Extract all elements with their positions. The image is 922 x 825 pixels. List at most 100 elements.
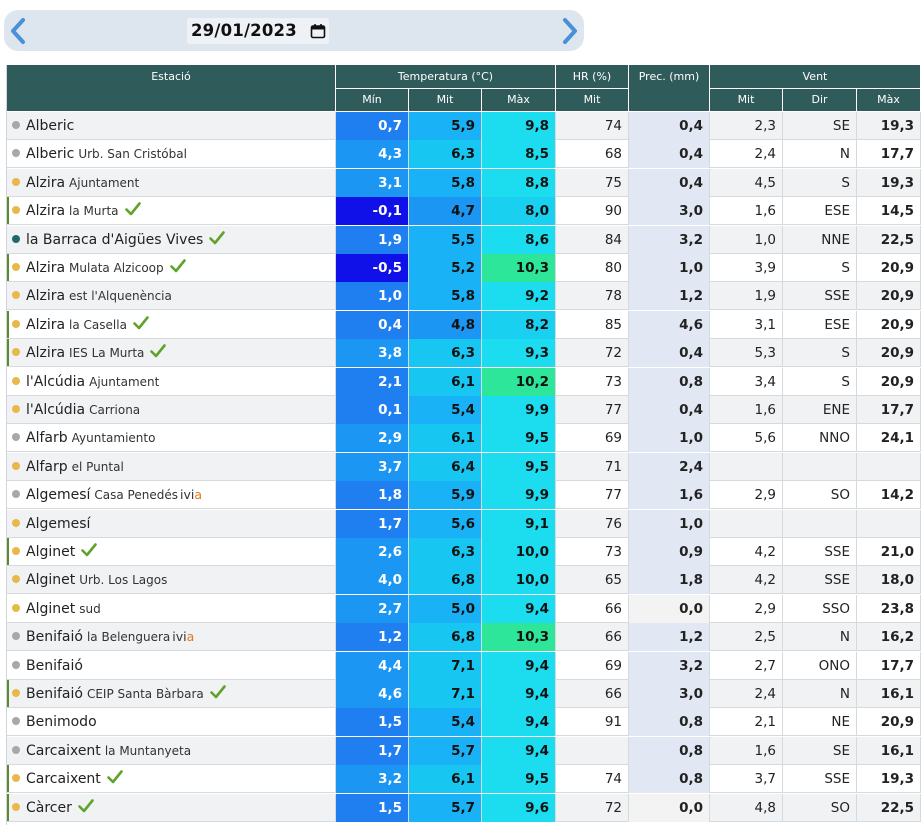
hr-cell: 66 [556,594,629,623]
table-row[interactable]: Benifaió CEIP Santa Bàrbara 4,6 7,1 9,4 66 3,0… [7,680,921,708]
header-hr-mit[interactable]: Mit [556,89,629,112]
wmit-cell: 1,6 [710,396,783,424]
station-cell[interactable]: Alginet [7,538,336,566]
wmit-cell [710,509,783,538]
table-row[interactable]: l'Alcúdia Carriona 0,1 5,4 9,9 77 0,4 1,6 ENE 17,… [7,396,921,424]
table-row[interactable]: Alfarb Ayuntamiento 2,9 6,1 9,5 69 1,0 5,6 NNO 24… [7,424,921,453]
hr-cell [556,736,629,765]
table-row[interactable]: Alzira IES La Murta 3,8 6,3 9,3 72 0,4 5,3 S 20,9 [7,339,921,368]
station-cell[interactable]: Alzira IES La Murta [7,339,336,368]
station-cell[interactable]: Benifaió CEIP Santa Bàrbara [7,680,336,708]
station-cell[interactable]: Alfarb Ayuntamiento [7,424,336,453]
station-cell[interactable]: la Barraca d'Aigües Vives [7,225,336,254]
tmit-cell: 7,1 [409,680,482,708]
table-row[interactable]: Càrcer 1,5 5,7 9,6 72 0,0 4,8 SO 22,5 [7,793,921,822]
tmax-cell: 9,5 [482,452,556,481]
header-wind-mit[interactable]: Mit [710,89,783,112]
prec-cell: 4,6 [629,310,710,339]
station-name: Carcaixent [26,742,101,759]
station-location: IES La Murta [69,346,145,361]
tmax-cell: 10,0 [482,566,556,595]
header-tmax[interactable]: Màx [482,89,556,112]
station-cell[interactable]: Benifaió la Belenguera ivia [7,623,336,652]
table-row[interactable]: Algemesí 1,7 5,6 9,1 76 1,0 [7,509,921,538]
next-day-chevron-icon[interactable] [554,16,584,46]
prec-cell: 2,4 [629,452,710,481]
wmax-cell: 14,2 [857,481,921,510]
tmit-cell: 6,1 [409,424,482,453]
station-cell[interactable]: Benifaió [7,651,336,680]
calendar-icon[interactable] [310,23,326,39]
station-name: Algemesí [26,515,91,532]
table-row[interactable]: Alfarp el Puntal 3,7 6,4 9,5 71 2,4 [7,452,921,481]
station-name: Alzira [26,174,66,191]
station-cell[interactable]: Alzira Ajuntament [7,168,336,197]
station-cell[interactable]: Alzira Mulata Alzicoop [7,254,336,282]
tmit-cell: 5,7 [409,736,482,765]
wdir-cell: ESE [783,197,857,226]
header-station[interactable]: Estació [7,65,336,112]
station-cell[interactable]: Alzira la Casella [7,310,336,339]
table-row[interactable]: Benifaió 4,4 7,1 9,4 69 3,2 2,7 ONO 17,7 [7,651,921,680]
station-cell[interactable]: l'Alcúdia Ajuntament [7,367,336,396]
station-name: Alzira [26,316,66,333]
station-cell[interactable]: Algemesí Casa Penedés ivia [7,481,336,510]
tmin-cell: 4,6 [336,680,409,708]
prec-cell: 0,4 [629,140,710,169]
wdir-cell: N [783,680,857,708]
table-row[interactable]: la Barraca d'Aigües Vives 1,9 5,5 8,6 84 3,2 1… [7,225,921,254]
tmin-cell: 1,5 [336,793,409,822]
wmit-cell: 2,5 [710,623,783,652]
status-dot-icon [12,603,20,612]
station-cell[interactable]: Càrcer [7,793,336,822]
station-cell[interactable]: Carcaixent [7,765,336,794]
tmax-cell: 10,2 [482,367,556,396]
wdir-cell: NE [783,708,857,737]
table-row[interactable]: Alzira est l'Alquenència 1,0 5,8 9,2 78 1,2 1,9… [7,282,921,311]
table-row[interactable]: l'Alcúdia Ajuntament 2,1 6,1 10,2 73 0,8 3,4 S 20… [7,367,921,396]
table-row[interactable]: Algemesí Casa Penedés ivia 1,8 5,9 9,9 77 1,6 2,… [7,481,921,510]
station-cell[interactable]: Alberic [7,112,336,140]
station-cell[interactable]: Alberic Urb. San Cristóbal [7,140,336,169]
station-name: Alginet [26,600,76,617]
station-cell[interactable]: Alzira la Murta [7,197,336,226]
table-row[interactable]: Carcaixent 3,2 6,1 9,5 74 0,8 3,7 SSE 19,3 [7,765,921,794]
header-prec[interactable]: Prec. (mm) [629,65,710,112]
station-cell[interactable]: Benimodo [7,708,336,737]
status-dot-icon [12,632,20,641]
table-row[interactable]: Alginet sud 2,7 5,0 9,4 66 0,0 2,9 SSO 23,8 [7,594,921,623]
station-cell[interactable]: Alginet Urb. Los Lagos [7,566,336,595]
table-row[interactable]: Alzira Mulata Alzicoop -0,5 5,2 10,3 80 1,0 3,9… [7,254,921,282]
station-location: est l'Alquenència [69,289,172,304]
station-cell[interactable]: Alfarp el Puntal [7,452,336,481]
date-input[interactable]: 29/01/2023 [187,18,329,44]
station-name: l'Alcúdia [26,373,86,390]
table-row[interactable]: Alzira la Murta -0,1 4,7 8,0 90 3,0 1,6 ESE 14,5 [7,197,921,226]
tmit-cell: 5,2 [409,254,482,282]
hr-cell: 72 [556,793,629,822]
table-row[interactable]: Carcaixent la Muntanyeta 1,7 5,7 9,4 0,8 1,6 SE… [7,736,921,765]
station-cell[interactable]: Alzira est l'Alquenència [7,282,336,311]
header-tmin[interactable]: Mín [336,89,409,112]
tmin-cell: 3,8 [336,339,409,368]
table-row[interactable]: Benifaió la Belenguera ivia 1,2 6,8 10,3 66 1,2… [7,623,921,652]
table-row[interactable]: Alzira Ajuntament 3,1 5,8 8,8 75 0,4 4,5 S 19,3 [7,168,921,197]
table-row[interactable]: Alberic 0,7 5,9 9,8 74 0,4 2,3 SE 19,3 [7,112,921,140]
table-row[interactable]: Alginet 2,6 6,3 10,0 73 0,9 4,2 SSE 21,0 [7,538,921,566]
previous-day-chevron-icon[interactable] [4,16,34,46]
station-cell[interactable]: Carcaixent la Muntanyeta [7,736,336,765]
wmit-cell: 2,9 [710,594,783,623]
table-row[interactable]: Benimodo 1,5 5,4 9,4 91 0,8 2,1 NE 20,9 [7,708,921,737]
station-cell[interactable]: Algemesí [7,509,336,538]
station-cell[interactable]: l'Alcúdia Carriona [7,396,336,424]
table-row[interactable]: Alzira la Casella 0,4 4,8 8,2 85 4,6 3,1 ESE 20,9 [7,310,921,339]
station-location: CEIP Santa Bàrbara [86,687,204,701]
table-row[interactable]: Alberic Urb. San Cristóbal 4,3 6,3 8,5 68 0,4 2… [7,140,921,169]
header-wind-max[interactable]: Màx [857,89,921,112]
header-tmit[interactable]: Mit [409,89,482,112]
station-cell[interactable]: Alginet sud [7,594,336,623]
prec-cell: 0,8 [629,765,710,794]
prec-cell: 1,2 [629,282,710,311]
header-wind-dir[interactable]: Dir [783,89,857,112]
table-row[interactable]: Alginet Urb. Los Lagos 4,0 6,8 10,0 65 1,8 4,2 S… [7,566,921,595]
